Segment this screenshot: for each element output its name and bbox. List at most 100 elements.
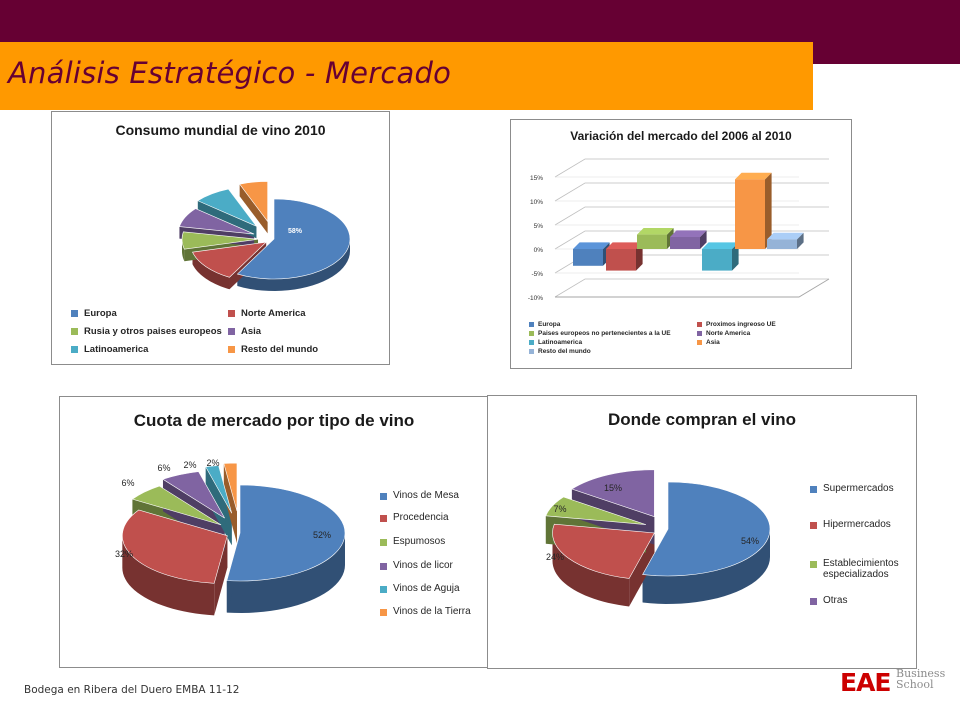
legend-item-procedencia: Procedencia xyxy=(380,512,449,523)
bar-europa xyxy=(573,242,610,266)
chart-title: Donde compran el vino xyxy=(608,410,796,429)
legend-item-hipermercados: Hipermercados xyxy=(810,519,891,530)
legend-label: Vinos de Aguja xyxy=(393,583,460,594)
chart-consumo-mundial: 58% 13% 7% 8% 8% 6% Consumo mundial de vino 2… xyxy=(51,111,390,365)
legend-item-paises-europeos-no-pertenecientes-a-la-ue: Paises europeos no pertenecientes a la U… xyxy=(529,330,671,337)
pie-slice-procedencia xyxy=(122,509,228,584)
legend-swatch xyxy=(380,539,387,546)
pie-slice-resto-del-mundo xyxy=(239,181,268,223)
pie-slice-vinos-de-aguja xyxy=(205,465,233,514)
legend-swatch xyxy=(228,346,235,353)
pie-data-label: 8% xyxy=(171,185,182,192)
legend-item-norte-america: Norte America xyxy=(697,330,750,337)
legend-swatch xyxy=(71,310,78,317)
chart-cuota-plot: 52% 32% 6% 6% 2% 2% xyxy=(115,458,346,616)
legend-item-norte-america: Norte America xyxy=(228,308,306,319)
y-tick-label: -10% xyxy=(528,295,543,302)
pie-slice-vinos-de-licor xyxy=(162,471,225,519)
eae-logo: EAE Business School xyxy=(840,667,950,697)
legend-item-rusia-y-otros-paises-europeos: Rusia y otros paises europeos xyxy=(71,326,222,337)
legend-swatch xyxy=(529,340,534,345)
y-tick-label: 15% xyxy=(530,175,543,182)
pie-data-label: 52% xyxy=(313,530,331,540)
legend-item-resto-del-mundo: Resto del mundo xyxy=(228,344,318,355)
y-tick-label: 5% xyxy=(534,223,544,230)
legend-item-establecimientos-especializados: Establecimientos especializados xyxy=(810,558,902,580)
pie-slice-europa xyxy=(236,198,351,280)
legend-item-europa: Europa xyxy=(71,308,117,319)
pie-slice-establecimientos-especializados xyxy=(545,496,647,525)
legend-swatch xyxy=(810,598,817,605)
bar-proximos-ingreoso-ue xyxy=(606,242,643,271)
pie-slice-vinos-de-la-tierra xyxy=(223,462,238,512)
legend-item-vinos-de-la-tierra: Vinos de la Tierra xyxy=(380,606,471,617)
legend-label: Latinoamerica xyxy=(84,344,149,355)
legend-label: Paises europeos no pertenecientes a la U… xyxy=(538,330,671,337)
pie-data-label: 2% xyxy=(206,458,219,468)
legend-label: Hipermercados xyxy=(823,519,891,530)
legend-label: Rusia y otros paises europeos xyxy=(84,326,222,337)
legend-swatch xyxy=(810,522,817,529)
legend-label: Resto del mundo xyxy=(241,344,319,355)
pie-data-label: 54% xyxy=(741,536,759,546)
legend-item-vinos-de-aguja: Vinos de Aguja xyxy=(380,583,460,594)
legend-item-otras: Otras xyxy=(810,595,847,606)
gridline xyxy=(554,182,829,202)
gridline xyxy=(554,278,829,298)
axis-floor xyxy=(555,278,830,298)
pie-data-label: 8% xyxy=(143,197,154,204)
y-tick-label: 0% xyxy=(534,247,544,254)
legend-label: Supermercados xyxy=(823,483,894,494)
legend-item-latinoamerica: Latinoamerica xyxy=(71,344,148,355)
legend-item-proximos-ingreoso-ue: Proximos ingreoso UE xyxy=(697,321,776,328)
pie-slice-side xyxy=(223,463,237,544)
pie-data-label: 6% xyxy=(157,463,170,473)
chart-cuota-mercado: 52% 32% 6% 6% 2% 2% Cuota de mercado por tipo… xyxy=(59,396,489,668)
legend-label: Resto del mundo xyxy=(538,348,591,355)
legend-label: Norte America xyxy=(241,308,306,319)
legend-swatch xyxy=(529,349,534,354)
pie-data-label: 24% xyxy=(546,552,564,562)
bar-resto-del-mundo xyxy=(767,232,804,249)
pie-slice-hipermercados xyxy=(552,523,655,579)
legend-swatch xyxy=(228,328,235,335)
pie-slice-espumosos xyxy=(131,485,222,526)
legend-swatch xyxy=(810,486,817,493)
pie-data-label: 15% xyxy=(604,483,622,493)
legend-label: Proximos ingreoso UE xyxy=(706,321,776,328)
legend-label: Europa xyxy=(84,308,117,319)
legend-item-europa: Europa xyxy=(529,321,560,328)
chart-variacion-mercado: 15% 10% 5% 0% -5% -10% Variación del mercado … xyxy=(510,119,852,369)
pie-slice-side xyxy=(239,184,268,234)
logo-line1: Business xyxy=(896,667,946,680)
legend-swatch xyxy=(697,331,702,336)
bar-norte-america xyxy=(670,230,707,249)
pie-data-label: 6% xyxy=(121,478,134,488)
pie-data-label: 2% xyxy=(183,460,196,470)
legend-label: Vinos de licor xyxy=(393,560,453,571)
legend-swatch xyxy=(380,609,387,616)
legend-item-asia: Asia xyxy=(697,339,720,346)
pie-data-label: 13% xyxy=(145,238,160,245)
pie-slice-rusia-y-otros-paises-europeos xyxy=(181,231,259,250)
y-tick-label: 10% xyxy=(530,199,543,206)
pie-slice-norte-america xyxy=(192,241,267,278)
pie-slice-supermercados xyxy=(642,481,771,577)
legend-swatch xyxy=(71,346,78,353)
pie-slice-vinos-de-mesa xyxy=(226,484,346,582)
y-tick-label: -5% xyxy=(531,271,543,278)
legend-label: Espumosos xyxy=(393,536,446,547)
legend-swatch xyxy=(380,586,387,593)
chart-title: Variación del mercado del 2006 al 2010 xyxy=(570,129,792,143)
legend-swatch xyxy=(529,322,534,327)
pie-data-label: 7% xyxy=(553,504,566,514)
legend-label: Vinos de la Tierra xyxy=(393,606,471,617)
legend-item-supermercados: Supermercados xyxy=(810,483,894,494)
pie-data-label: 7% xyxy=(130,214,141,221)
legend-label: Norte America xyxy=(706,330,751,337)
legend-swatch xyxy=(228,310,235,317)
slide-title: Análisis Estratégico - Mercado xyxy=(8,56,452,90)
legend-swatch xyxy=(810,561,817,568)
bar-asia xyxy=(735,172,772,249)
footer-text: Bodega en Ribera del Duero EMBA 11-12 xyxy=(24,684,240,696)
